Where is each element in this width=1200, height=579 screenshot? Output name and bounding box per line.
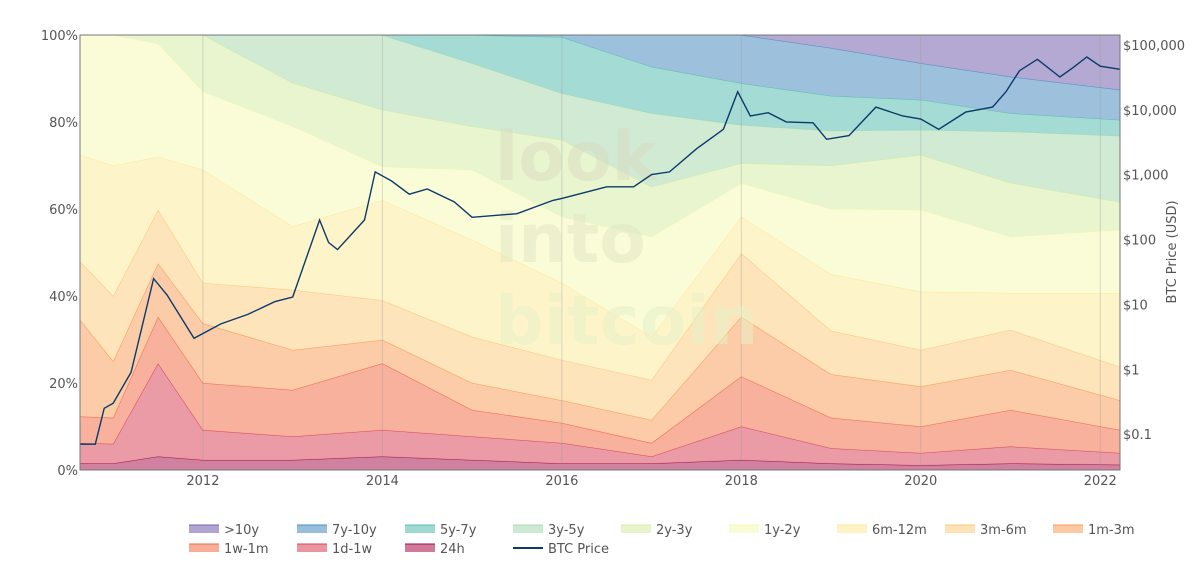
legend-swatch xyxy=(297,544,327,552)
band-1w-1m xyxy=(80,316,1120,457)
legend-label: 6m-12m xyxy=(872,523,927,538)
legend-swatch xyxy=(837,525,867,533)
y-tick-label: 100% xyxy=(41,29,78,44)
legend-label: 5y-7y xyxy=(440,523,477,538)
band-1y-2y xyxy=(80,35,1120,337)
y-axis-ticks: 0% 20% 40% 60% 80% 100% xyxy=(41,29,78,479)
legend-item-7y-10y: 7y-10y xyxy=(297,523,377,538)
legend-swatch xyxy=(297,525,327,533)
y-tick-label: 80% xyxy=(49,116,78,131)
y-tick-label: 20% xyxy=(49,377,78,392)
legend-label: 2y-3y xyxy=(656,523,693,538)
legend-item-1y-2y: 1y-2y xyxy=(729,523,801,538)
legend-label: 1w-1m xyxy=(224,542,269,557)
legend-label: 24h xyxy=(440,542,465,557)
legend-label: >10y xyxy=(224,523,259,538)
x-axis-ticks: 2012 2014 2016 2018 2020 2022 xyxy=(186,474,1116,489)
legend-swatch xyxy=(189,525,219,533)
legend-item-2y-3y: 2y-3y xyxy=(621,523,693,538)
watermark-word-3: bitcoin xyxy=(495,282,758,361)
legend-label: 1d-1w xyxy=(332,542,372,557)
legend-label: 1m-3m xyxy=(1088,523,1135,538)
btc-price-line xyxy=(80,56,1121,445)
x-tick-label: 2022 xyxy=(1084,474,1117,489)
x-tick-label: 2018 xyxy=(725,474,758,489)
legend-swatch xyxy=(189,544,219,552)
y2-tick-label: $1 xyxy=(1123,363,1140,378)
legend-item-5y-7y: 5y-7y xyxy=(405,523,477,538)
legend-item-btc-price: BTC Price xyxy=(513,542,609,557)
x-tick-label: 2014 xyxy=(366,474,399,489)
y2-axis-ticks: $0.1 $1 $10 $100 $1,000 $10,000 $100,000 xyxy=(1123,39,1185,443)
y2-tick-label: $100 xyxy=(1123,234,1156,249)
legend-swatch xyxy=(405,544,435,552)
watermark-word-2: into xyxy=(495,200,646,279)
band-1m-3m xyxy=(80,263,1120,444)
watermark-word-1: look xyxy=(495,118,659,197)
band-5y-7y xyxy=(80,35,1120,136)
plot-frame xyxy=(79,34,1121,471)
legend-item-1d-1w: 1d-1w xyxy=(297,542,372,557)
band-1d-1w xyxy=(80,363,1120,466)
band-2y-3y xyxy=(80,35,1120,237)
legend-item-3m-6m: 3m-6m xyxy=(945,523,1027,538)
legend-item-3y-5y: 3y-5y xyxy=(513,523,585,538)
legend-label: BTC Price xyxy=(548,542,609,557)
legend-item-1w-1m: 1w-1m xyxy=(189,542,269,557)
year-gridlines xyxy=(202,35,1101,470)
y2-tick-label: $1,000 xyxy=(1123,169,1169,184)
legend: >10y 7y-10y 5y-7y 3y-5y 2y-3y 1y-2y 6m-12m 3m-6… xyxy=(189,523,1135,557)
band-6m-12m xyxy=(80,155,1120,380)
x-tick-label: 2020 xyxy=(904,474,937,489)
band-24h xyxy=(80,456,1120,470)
band-edge-1m-3m xyxy=(79,262,1121,421)
legend-item-24h: 24h xyxy=(405,542,465,557)
y2-tick-label: $0.1 xyxy=(1123,428,1152,443)
watermark-logo: look into bitcoin xyxy=(495,118,758,361)
y2-tick-label: $10,000 xyxy=(1123,104,1177,119)
legend-swatch xyxy=(729,525,759,533)
legend-swatch xyxy=(621,525,651,533)
y-tick-label: 60% xyxy=(49,203,78,218)
y2-tick-label: $100,000 xyxy=(1123,39,1185,54)
legend-item-1m-3m: 1m-3m xyxy=(1053,523,1135,538)
legend-swatch xyxy=(945,525,975,533)
legend-label: 3m-6m xyxy=(980,523,1027,538)
band-over-10y xyxy=(80,35,1120,90)
y-tick-label: 0% xyxy=(57,464,78,479)
legend-item-6m-12m: 6m-12m xyxy=(837,523,927,538)
legend-swatch xyxy=(1053,525,1083,533)
band-7y-10y xyxy=(80,35,1120,120)
band-3m-6m xyxy=(80,209,1120,420)
legend-swatch xyxy=(513,525,543,533)
y2-tick-label: $10 xyxy=(1123,298,1148,313)
x-tick-label: 2016 xyxy=(545,474,578,489)
legend-label: 3y-5y xyxy=(548,523,585,538)
x-tick-label: 2012 xyxy=(186,474,219,489)
legend-label: 7y-10y xyxy=(332,523,377,538)
band-3y-5y xyxy=(80,35,1120,203)
y2-axis-label: BTC Price (USD) xyxy=(1165,200,1180,303)
y-tick-label: 40% xyxy=(49,290,78,305)
legend-item-over-10y: >10y xyxy=(189,523,259,538)
legend-label: 1y-2y xyxy=(764,523,801,538)
age-bands xyxy=(79,34,1121,470)
legend-swatch xyxy=(405,525,435,533)
